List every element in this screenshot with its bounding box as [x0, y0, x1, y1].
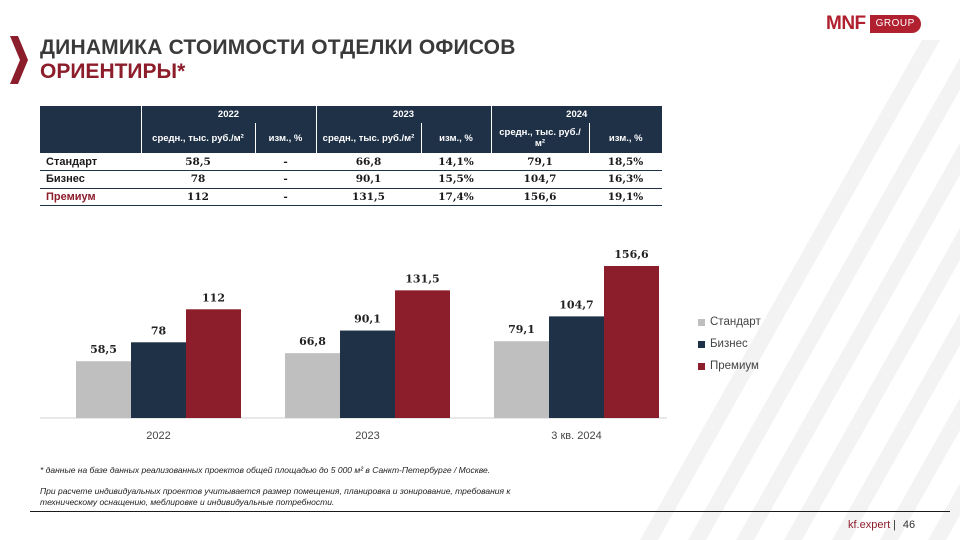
table-cell: 79,1 [491, 153, 589, 171]
data-label: 58,5 [90, 343, 117, 356]
table-corner [40, 106, 141, 123]
page-number-value: 46 [902, 519, 916, 531]
bar-standard [76, 361, 131, 418]
legend-item-business: Бизнес [698, 333, 761, 355]
table-cell: 90,1 [316, 170, 421, 189]
x-tick-label: 3 кв. 2024 [551, 430, 601, 442]
table-cell: 17,4% [421, 188, 491, 206]
legend-item-standard: Стандарт [698, 311, 761, 333]
x-tick-label: 2023 [355, 430, 379, 442]
legend-swatch [698, 362, 705, 370]
table-cell: 156,6 [491, 188, 589, 206]
data-label: 104,7 [559, 298, 593, 311]
row-label: Премиум [40, 188, 141, 206]
data-label: 156,6 [614, 248, 649, 261]
table-row: Бизнес 78 - 90,1 15,5% 104,7 16,3% [40, 170, 662, 189]
table-cell: 78 [141, 170, 255, 189]
table-cell: 131,5 [316, 188, 421, 206]
table-cell: - [255, 170, 316, 189]
bar-premium [395, 290, 450, 418]
x-tick-label: 2022 [146, 430, 170, 442]
legend-swatch [698, 340, 705, 348]
table-col-header: средн., тыс. руб./м² [315, 123, 421, 153]
table-cell: 104,7 [491, 170, 589, 189]
table-row: Стандарт 58,5 - 66,8 14,1% 79,1 18,5% [40, 153, 662, 171]
table-col-header: средн., тыс. руб./м² [490, 123, 589, 153]
data-label: 112 [202, 291, 225, 304]
page-title: ДИНАМИКА СТОИМОСТИ ОТДЕЛКИ ОФИСОВ [40, 36, 516, 59]
table-cell: 16,3% [589, 170, 662, 189]
price-table: 2022 2023 2024 средн., тыс. руб./м² изм.… [40, 106, 662, 206]
table-col-header: изм., % [420, 123, 491, 153]
background-stripe [880, 398, 960, 540]
bar-premium [604, 266, 659, 418]
background-stripe [688, 57, 960, 540]
data-label: 90,1 [354, 313, 381, 326]
site-link[interactable]: kf.expert [848, 519, 891, 531]
legend-label: Бизнес [710, 338, 748, 350]
page-subtitle: ОРИЕНТИРЫ* [40, 60, 186, 83]
legend-swatch [698, 318, 705, 326]
table-cell: 66,8 [316, 153, 421, 171]
table-col-header: изм., % [254, 123, 316, 153]
company-logo: MNF GROUP [826, 14, 921, 34]
chevron-icon [10, 36, 28, 84]
logo-mark: MNF [826, 13, 866, 34]
bar-standard [285, 353, 340, 418]
table-cell: 18,5% [589, 153, 662, 171]
background-stripe [736, 142, 960, 540]
table-cell: 15,5% [421, 170, 491, 189]
footnote: * данные на базе данных реализованных пр… [40, 465, 491, 475]
page-number: | 46 [893, 519, 915, 531]
bar-standard [494, 341, 549, 418]
background-stripe [832, 313, 960, 540]
logo-group-badge: GROUP [869, 15, 921, 33]
row-label: Бизнес [40, 170, 141, 189]
calculation-note: При расчете индивидуальных проектов учит… [40, 486, 511, 507]
table-cell: 14,1% [421, 153, 491, 171]
footer-divider [30, 511, 950, 512]
table-cell: 112 [141, 188, 255, 206]
table-cell: 58,5 [141, 153, 255, 171]
table-cell: 19,1% [589, 188, 662, 206]
background-stripe [784, 227, 960, 540]
table-row: Премиум 112 - 131,5 17,4% 156,6 19,1% [40, 188, 662, 206]
bar-business [340, 330, 395, 418]
background-stripe [640, 40, 940, 540]
row-label: Стандарт [40, 153, 141, 171]
table-col-header: изм., % [588, 123, 662, 153]
legend-item-premium: Премиум [698, 355, 761, 377]
table-cell: - [255, 153, 316, 171]
table-col-header: средн., тыс. руб./м² [140, 123, 255, 153]
bar-business [549, 316, 604, 418]
data-label: 66,8 [299, 335, 326, 348]
data-label: 79,1 [508, 323, 535, 336]
bar-chart: 58,5 78 112 2022 66,8 90,1 131,5 2023 79,1 104,7 1… [40, 248, 667, 442]
chart-legend: Стандарт Бизнес Премиум [698, 311, 761, 377]
data-label: 131,5 [405, 272, 439, 285]
bar-premium [186, 309, 241, 418]
table-year-header: 2022 [140, 106, 316, 123]
bar-business [131, 342, 186, 418]
legend-label: Стандарт [710, 316, 761, 328]
table-corner [40, 123, 141, 153]
table-year-header: 2023 [315, 106, 491, 123]
table-cell: - [255, 188, 316, 206]
data-label: 78 [151, 324, 167, 337]
footer-separator: | [893, 519, 896, 531]
table-year-header: 2024 [490, 106, 662, 123]
legend-label: Премиум [710, 360, 759, 372]
